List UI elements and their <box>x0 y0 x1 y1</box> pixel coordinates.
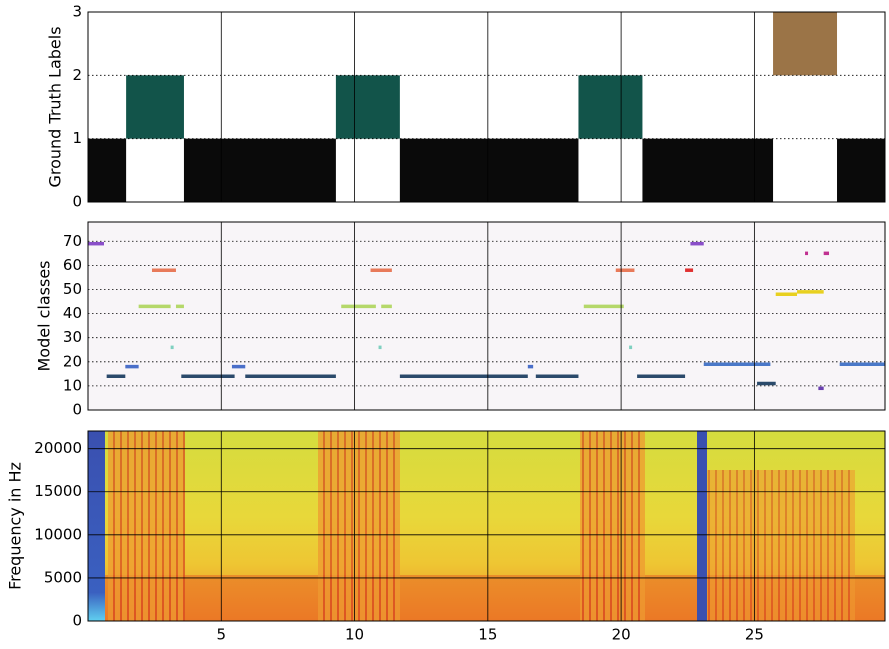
label-segment <box>183 138 336 202</box>
x-tick-label: 15 <box>478 626 497 644</box>
y-tick-label: 0 <box>72 612 82 630</box>
plot-frame <box>87 11 886 203</box>
x-tick-label: 20 <box>612 626 631 644</box>
y-tick-label: 20000 <box>34 439 82 457</box>
y-tick-label: 20 <box>63 352 82 370</box>
y-axis-label: Model classes <box>35 260 54 371</box>
label-segment <box>88 138 127 202</box>
y-tick-label: 60 <box>63 256 82 274</box>
y-tick-label: 2 <box>72 66 82 84</box>
y-tick-label: 70 <box>63 232 82 250</box>
y-tick-label: 15000 <box>34 482 82 500</box>
spectrogram-image <box>88 431 885 621</box>
y-tick-label: 40 <box>63 304 82 322</box>
x-tick-label: 5 <box>217 626 227 644</box>
label-segment <box>126 75 184 139</box>
label-segment <box>335 75 400 139</box>
plot-frame <box>87 221 886 411</box>
label-segment <box>773 12 838 76</box>
x-tick-label: 10 <box>345 626 364 644</box>
label-segment <box>642 138 774 202</box>
y-tick-label: 50 <box>63 280 82 298</box>
plot-background <box>88 222 885 410</box>
y-tick-label: 0 <box>72 193 82 211</box>
x-tick-label: 25 <box>745 626 764 644</box>
label-segment <box>837 138 885 202</box>
y-tick-label: 3 <box>72 3 82 21</box>
label-segment <box>399 138 579 202</box>
plot-frame <box>87 430 886 622</box>
y-tick-label: 30 <box>63 328 82 346</box>
y-axis-label: Frequency in Hz <box>6 462 25 590</box>
y-tick-label: 10 <box>63 376 82 394</box>
y-tick-label: 1 <box>72 129 82 147</box>
y-axis-label: Ground Truth Labels <box>46 26 65 187</box>
label-segment <box>578 75 643 139</box>
y-tick-label: 5000 <box>44 568 82 586</box>
y-tick-label: 10000 <box>34 525 82 543</box>
y-tick-label: 0 <box>72 401 82 419</box>
